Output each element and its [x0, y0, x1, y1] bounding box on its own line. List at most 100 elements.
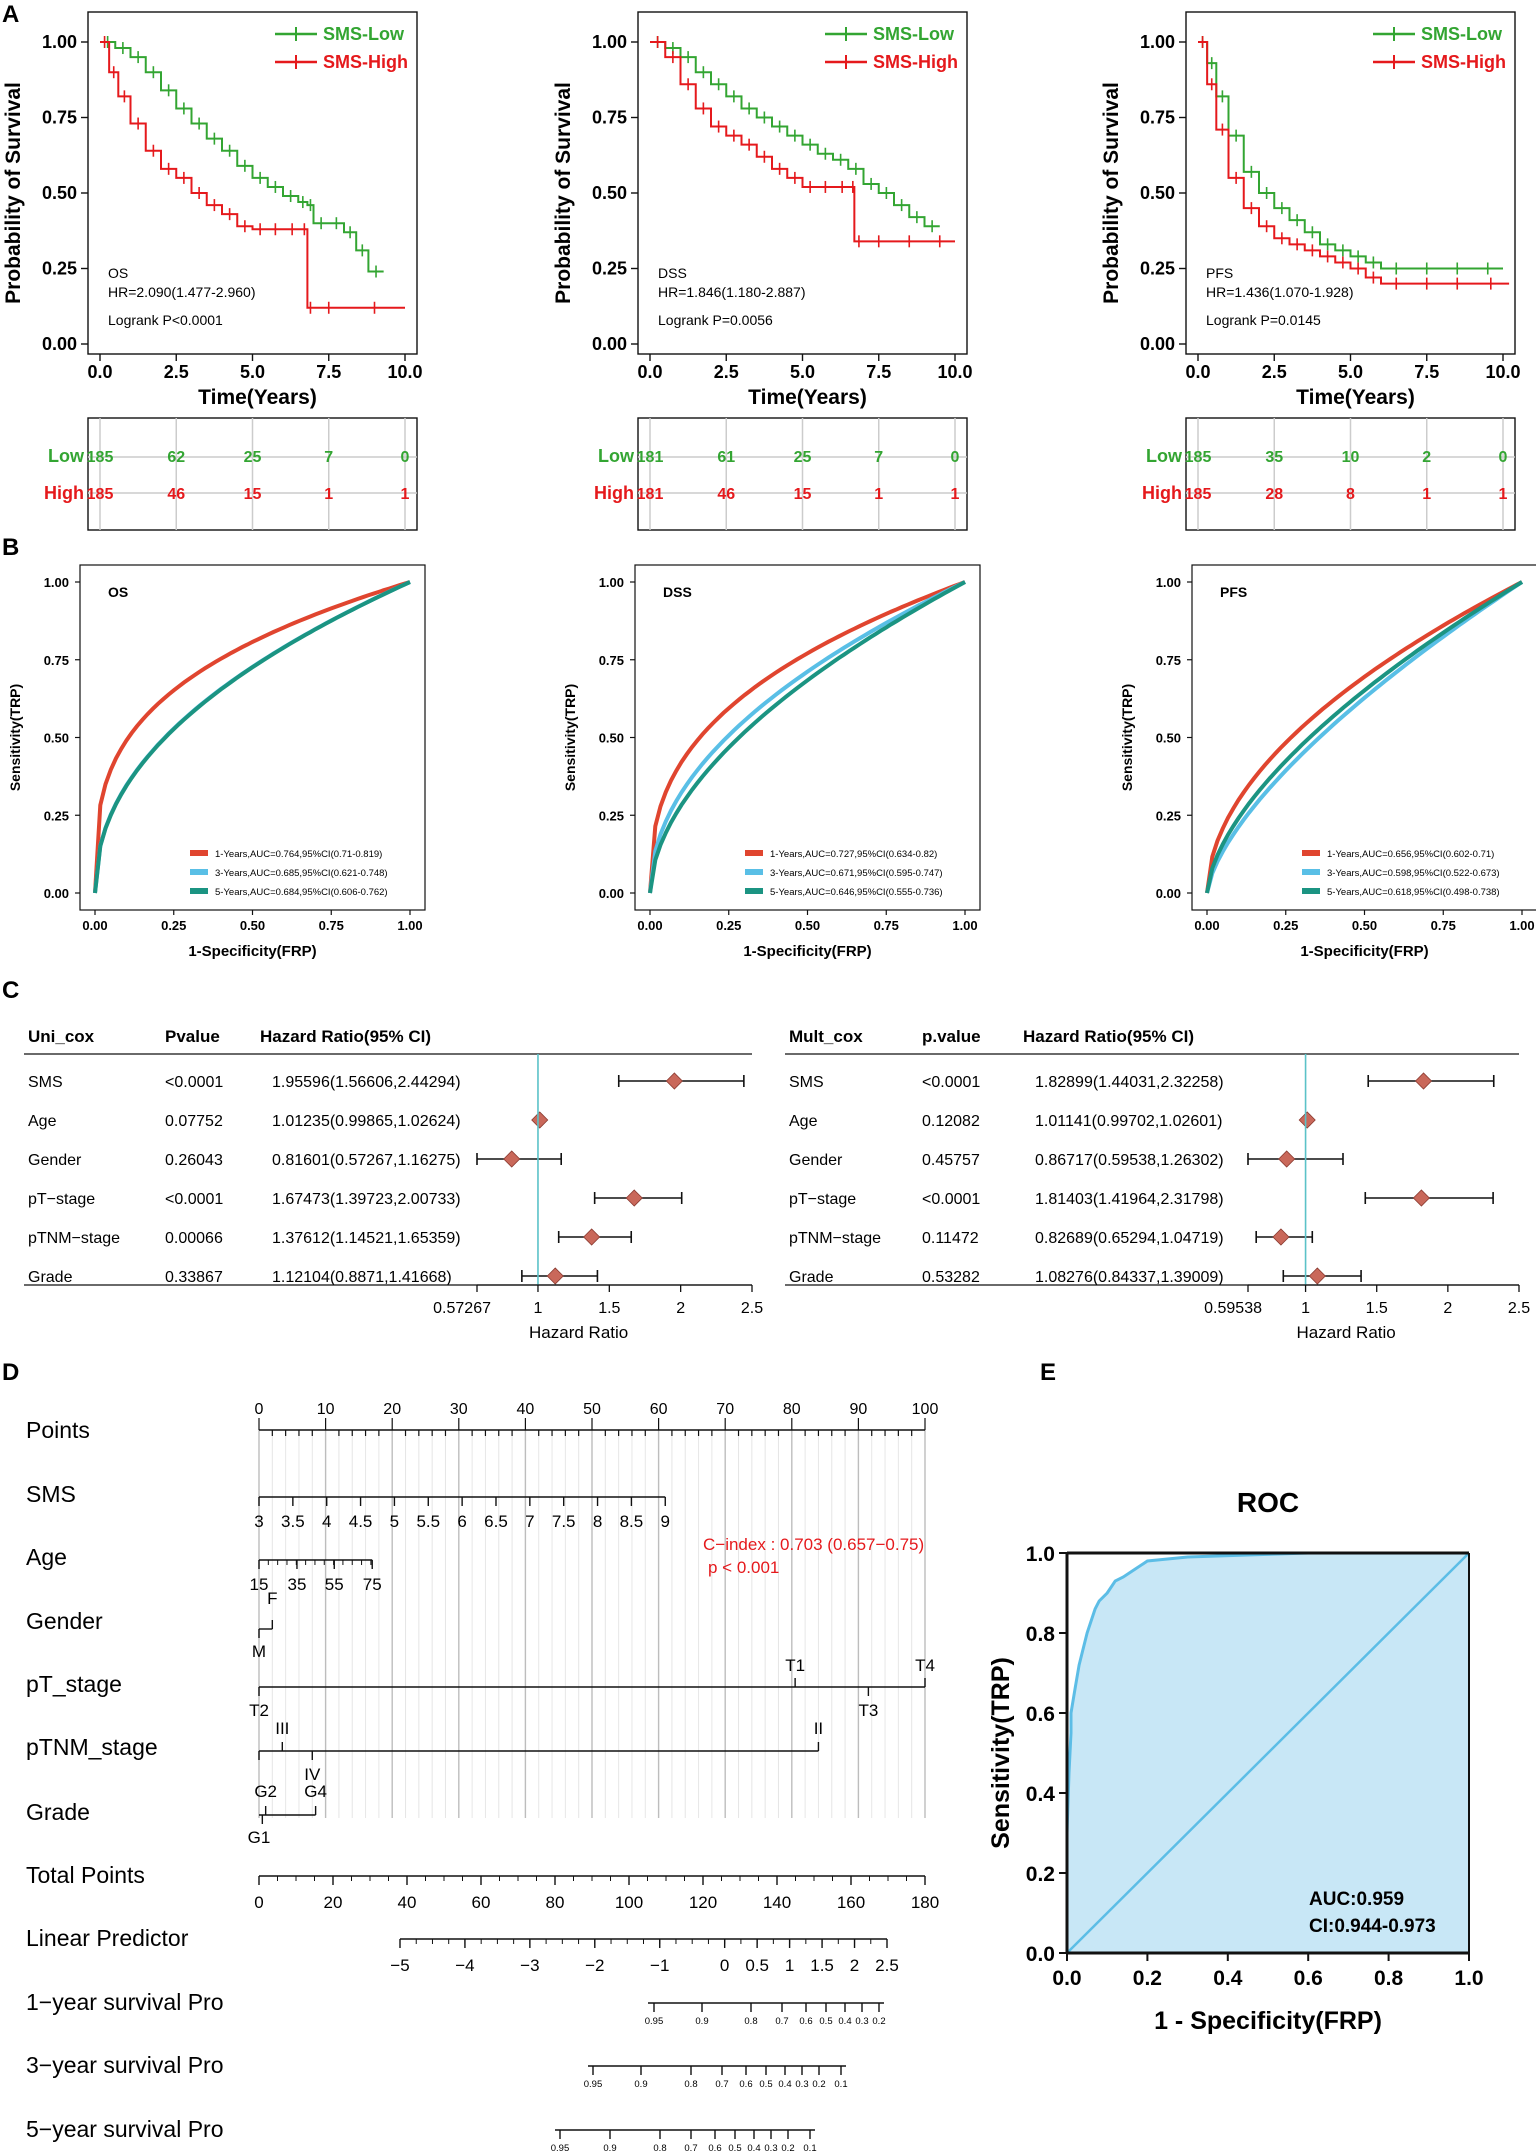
- hr-marker: [1308, 1267, 1326, 1285]
- logrank-label: Logrank P<0.0001: [108, 312, 223, 328]
- x-tick-label: 0.0: [637, 362, 662, 382]
- panel-label-e: E: [1040, 1359, 1056, 1386]
- legend-label: 5-Years,AUC=0.684,95%CI(0.606-0.762): [215, 887, 388, 898]
- tick-label: 20: [383, 1401, 401, 1418]
- row-variable: pT−stage: [789, 1191, 856, 1208]
- tick-label: F: [267, 1589, 277, 1608]
- legend-label: 3-Years,AUC=0.685,95%CI(0.621-0.748): [215, 868, 388, 879]
- tick-label: 0.95: [645, 2016, 664, 2027]
- tick-label: 0.5: [819, 2016, 832, 2027]
- hr-label: HR=2.090(1.477-2.960): [108, 284, 256, 300]
- panel-label-b: B: [2, 534, 19, 561]
- tick-label: 160: [837, 1893, 865, 1912]
- risk-value-high: 15: [794, 486, 812, 503]
- legend-swatch: [190, 888, 208, 894]
- row-variable: Gender: [28, 1152, 82, 1169]
- tick-label: T3: [858, 1701, 878, 1720]
- y-axis-label: Sensitivity(TRP): [987, 1657, 1015, 1849]
- tick-label: G2: [254, 1782, 277, 1801]
- tick-label: 9: [661, 1512, 670, 1531]
- tick-label: M: [252, 1642, 266, 1661]
- x-tick-label: 2.5: [1262, 362, 1287, 382]
- tick-label: 1.5: [810, 1956, 834, 1975]
- y-tick-label: 0.75: [1140, 108, 1175, 128]
- x-tick-label: 1.0: [1454, 1967, 1483, 1990]
- y-tick-label: 1.00: [599, 575, 624, 590]
- roc-curve-1y: [93, 580, 411, 894]
- x-tick-label: 2.5: [714, 362, 739, 382]
- roc-curve-3y: [93, 580, 411, 894]
- tick-label: 180: [911, 1893, 939, 1912]
- x-tick-label: 2.5: [164, 362, 189, 382]
- tick-label: 3.5: [281, 1512, 305, 1531]
- x-tick-label: 0.75: [319, 918, 344, 933]
- x-tick-label: 0.75: [1431, 918, 1456, 933]
- row-variable: Grade: [789, 1269, 834, 1286]
- x-tick-label: 0.8: [1374, 1967, 1404, 1990]
- x-axis-label: Time(Years): [748, 386, 867, 409]
- ci-label: CI:0.944-0.973: [1309, 1916, 1436, 1937]
- tick-label: 2: [850, 1956, 859, 1975]
- x-tick-label: 0.2: [1133, 1967, 1162, 1990]
- roc-curve-3y: [1205, 580, 1524, 894]
- tick-label: 0.7: [715, 2079, 728, 2090]
- y-tick-label: 1.0: [1026, 1543, 1055, 1566]
- roc-plot-dss: 0.00 0.25 0.50 0.75 1.00 0.00 0.25 0.50 0.75 1.00…: [562, 564, 981, 960]
- x-tick-label: 10.0: [937, 362, 972, 382]
- x-tick-label: 0.0: [1052, 1967, 1081, 1990]
- tick-label: 30: [450, 1401, 468, 1418]
- legend-swatch: [745, 869, 763, 875]
- nomogram-row-label: 1−year survival Pro: [26, 1989, 224, 2015]
- panel-c-forest-plots: Uni_cox Pvalue Hazard Ratio(95% CI) SMS <0.0…: [24, 1027, 1530, 1342]
- tick-label: 0.8: [684, 2079, 697, 2090]
- hr-marker: [546, 1267, 564, 1285]
- y-tick-label: 0.75: [42, 108, 77, 128]
- legend-label-high: SMS-High: [1421, 52, 1506, 72]
- tick-label: III: [275, 1719, 289, 1738]
- tick-label: 6.5: [484, 1512, 508, 1531]
- row-pvalue: 0.11472: [922, 1230, 979, 1247]
- tick-label: 75: [363, 1575, 382, 1594]
- tick-label: 40: [398, 1893, 417, 1912]
- nomogram-row-label: Total Points: [26, 1862, 145, 1888]
- tick-label: 0.8: [744, 2016, 757, 2027]
- tick-label: 2.5: [875, 1956, 899, 1975]
- y-axis-label: Probability of Survival: [552, 82, 575, 304]
- x-tick-label: 1.5: [1366, 1300, 1388, 1317]
- legend-swatch: [745, 850, 763, 856]
- y-tick-label: 0.00: [599, 886, 624, 901]
- tick-label: 8.5: [620, 1512, 644, 1531]
- x-tick-label: 5.0: [240, 362, 265, 382]
- y-tick-label: 0.50: [44, 731, 69, 746]
- hr-marker: [665, 1072, 683, 1090]
- x-tick-label: 0.00: [1194, 918, 1219, 933]
- x-tick-label: 0.50: [1352, 918, 1377, 933]
- hr-marker: [1298, 1111, 1316, 1129]
- tick-label: 90: [850, 1401, 868, 1418]
- row-hr: 1.01141(0.99702,1.02601): [1035, 1113, 1222, 1130]
- tick-label: 7: [525, 1512, 534, 1531]
- risk-value-low: 2: [1422, 449, 1431, 466]
- auc-label: AUC:0.959: [1309, 1889, 1404, 1910]
- nomogram-row-label: 3−year survival Pro: [26, 2052, 224, 2078]
- row-variable: Grade: [28, 1269, 73, 1286]
- y-tick-label: 0.75: [592, 108, 627, 128]
- y-axis-label: Sensitivity(TRP): [562, 684, 578, 791]
- tick-label: 35: [288, 1575, 307, 1594]
- row-hr: 1.12104(0.8871,1.41668): [272, 1269, 452, 1286]
- three-year-survival-axis: 0.95 0.9 0.8 0.7 0.6 0.5 0.4 0.3 0.2 0.1: [584, 2065, 848, 2090]
- y-tick-label: 1.00: [1156, 575, 1181, 590]
- tick-label: 0.9: [634, 2079, 647, 2090]
- tick-label: 140: [763, 1893, 791, 1912]
- total-points-axis: 0 20 40 60 80 100 120 140 160 180: [254, 1875, 939, 1912]
- hr-marker: [625, 1189, 643, 1207]
- x-tick-label: 1.00: [1509, 918, 1534, 933]
- tick-label: T2: [249, 1701, 269, 1720]
- x-tick-label: 0.4: [1213, 1967, 1243, 1990]
- tick-label: 4: [322, 1512, 331, 1531]
- tick-label: 3: [254, 1512, 263, 1531]
- grade-axis: G2 G4 G1: [248, 1782, 327, 1847]
- y-tick-label: 0.50: [592, 183, 627, 203]
- column-header: Mult_cox: [789, 1027, 863, 1046]
